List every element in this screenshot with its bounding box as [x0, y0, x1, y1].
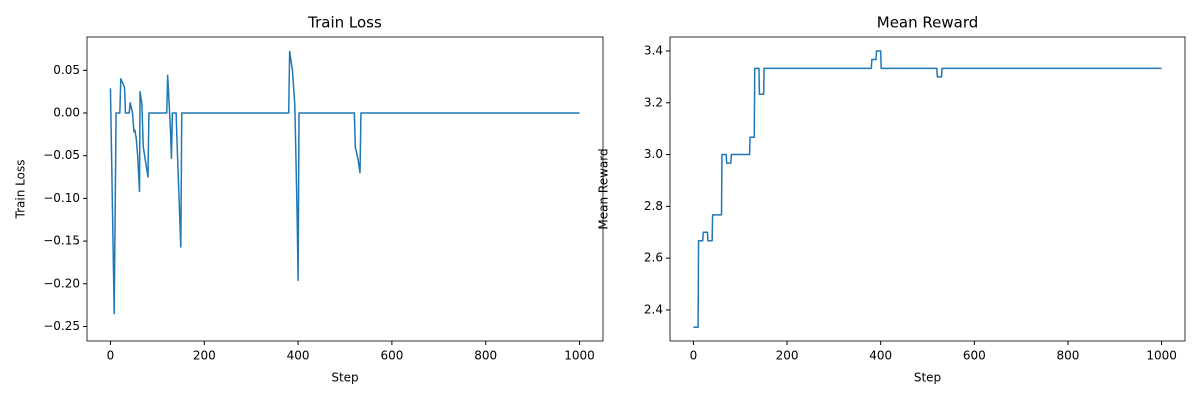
- y-tick-label: −0.05: [43, 148, 80, 162]
- x-tick-label: 200: [193, 349, 216, 363]
- chart-title: Train Loss: [307, 14, 382, 32]
- plot-frame: [669, 36, 1186, 342]
- y-tick-label: 2.4: [644, 302, 663, 316]
- x-axis-label: Step: [331, 371, 358, 385]
- y-axis-label: Mean Reward: [597, 148, 611, 229]
- x-tick-label: 200: [776, 349, 799, 363]
- y-tick-label: 3.0: [644, 147, 663, 161]
- y-tick-label: 0.00: [53, 106, 80, 120]
- line-series: [109, 50, 580, 315]
- plot-frame: [86, 36, 604, 342]
- y-tick-label: −0.20: [43, 276, 80, 290]
- y-tick-label: 3.2: [644, 95, 663, 109]
- x-axis-label: Step: [914, 371, 941, 385]
- x-tick-label: 0: [690, 349, 698, 363]
- x-tick-label: 400: [869, 349, 892, 363]
- y-tick-label: 2.6: [644, 251, 663, 265]
- x-tick-label: 800: [474, 349, 497, 363]
- x-tick-label: 1000: [564, 349, 595, 363]
- x-tick-label: 800: [1057, 349, 1080, 363]
- y-tick-label: −0.10: [43, 191, 80, 205]
- x-tick-label: 600: [380, 349, 403, 363]
- line-series: [693, 50, 1162, 329]
- y-axis-label: Train Loss: [14, 160, 28, 220]
- y-tick-label: −0.25: [43, 319, 80, 333]
- y-tick-label: 3.4: [644, 43, 663, 57]
- y-tick-label: −0.15: [43, 234, 80, 248]
- y-tick-label: 0.05: [53, 63, 80, 77]
- x-tick-label: 1000: [1146, 349, 1177, 363]
- x-tick-label: 0: [107, 349, 115, 363]
- x-tick-label: 400: [287, 349, 310, 363]
- y-tick-label: 2.8: [644, 199, 663, 213]
- chart-title: Mean Reward: [877, 14, 979, 32]
- x-tick-label: 600: [963, 349, 986, 363]
